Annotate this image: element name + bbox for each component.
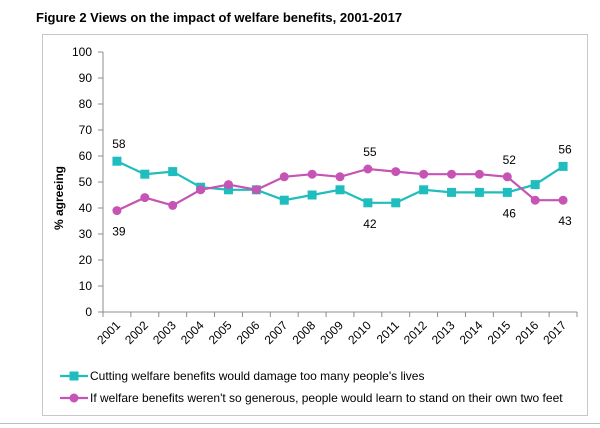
x-tick-label: 2010 [345, 318, 374, 347]
y-tick-labels: 0 10 20 30 40 50 60 70 80 90 100 [72, 45, 92, 319]
x-tick-label: 2006 [234, 318, 263, 347]
data-label: 58 [112, 137, 126, 151]
legend: Cutting welfare benefits would damage to… [60, 369, 563, 405]
series-1-point [391, 198, 401, 208]
y-tick-label: 80 [79, 97, 93, 111]
x-tick-label: 2004 [178, 318, 207, 347]
series-2-point [196, 185, 206, 195]
data-label: 39 [112, 225, 126, 239]
data-label: 55 [363, 145, 377, 159]
x-tick-label: 2002 [122, 318, 151, 347]
x-tick-label: 2005 [206, 318, 235, 347]
chart-frame [42, 34, 588, 416]
y-tick-label: 60 [79, 149, 93, 163]
series-1-point [223, 185, 233, 195]
chart-title: Figure 2 Views on the impact of welfare … [36, 10, 403, 25]
series-2-point [391, 167, 401, 177]
series-2-point [307, 169, 317, 179]
series-2-point [223, 180, 233, 190]
series-1-point [335, 185, 345, 195]
data-label: 56 [558, 142, 572, 156]
data-label: 52 [503, 153, 517, 167]
series-1-point [530, 180, 540, 190]
legend-label: Cutting welfare benefits would damage to… [90, 369, 424, 383]
series-2-point [502, 172, 512, 182]
legend-label: If welfare benefits weren't so generous,… [90, 391, 563, 405]
legend-item-1: Cutting welfare benefits would damage to… [60, 369, 424, 383]
x-tick-label: 2003 [150, 318, 179, 347]
series-2-point [335, 172, 345, 182]
series-1-point [363, 198, 373, 208]
series-1-point [447, 187, 457, 197]
x-tick-label: 2015 [485, 318, 514, 347]
series-1-point [502, 187, 512, 197]
x-tick-labels: 2001 2002 2003 2004 2005 2006 2007 2008 2009 2010… [94, 318, 569, 347]
legend-marker [69, 393, 79, 403]
series-2-point [279, 172, 289, 182]
series-2 [112, 164, 568, 216]
series-1-point [419, 185, 429, 195]
y-tick-label: 50 [79, 175, 93, 189]
x-tick-label: 2014 [457, 318, 486, 347]
series-2-point [112, 206, 122, 216]
x-tick-label: 2008 [289, 318, 318, 347]
data-label: 42 [363, 217, 377, 231]
bottom-divider [0, 423, 600, 424]
y-axis-label: % agreeing [52, 166, 66, 230]
series-2-point [363, 164, 373, 174]
x-tick-label: 2013 [429, 318, 458, 347]
y-tick-label: 20 [79, 253, 93, 267]
y-tick-label: 70 [79, 123, 93, 137]
y-tick-label: 90 [79, 71, 93, 85]
y-tick-label: 40 [79, 201, 93, 215]
series-1-point [168, 167, 178, 177]
x-tick-label: 2001 [94, 318, 123, 347]
series-2-point [474, 169, 484, 179]
y-tick-label: 0 [85, 305, 92, 319]
series-1-point [474, 187, 484, 197]
series-2-point [558, 195, 568, 205]
series-2-point [140, 193, 150, 203]
x-tick-label: 2009 [317, 318, 346, 347]
series-group [112, 156, 568, 216]
series-2-point [168, 200, 178, 210]
series-2-point [419, 169, 429, 179]
series-1-point [140, 169, 150, 179]
x-tick-label: 2017 [540, 318, 569, 347]
legend-marker [69, 371, 79, 381]
legend-item-2: If welfare benefits weren't so generous,… [60, 391, 563, 405]
series-2-point [251, 185, 261, 195]
data-labels: 58 39 55 42 52 46 56 43 [112, 137, 572, 238]
y-tick-label: 100 [72, 45, 92, 59]
x-tick-label: 2011 [374, 318, 402, 346]
data-label: 46 [503, 206, 517, 220]
series-1-line [116, 160, 564, 204]
series-1-point [307, 190, 317, 200]
series-1-point [112, 156, 122, 166]
y-tick-label: 10 [79, 279, 93, 293]
series-2-point [530, 195, 540, 205]
x-tick-label: 2012 [401, 318, 430, 347]
series-1-point [279, 195, 289, 205]
series-1-point [558, 161, 568, 171]
axes [98, 51, 578, 317]
x-tick-label: 2007 [262, 318, 291, 347]
data-label: 43 [558, 214, 572, 228]
x-tick-label: 2016 [513, 318, 542, 347]
series-2-point [447, 169, 457, 179]
y-tick-label: 30 [79, 227, 93, 241]
